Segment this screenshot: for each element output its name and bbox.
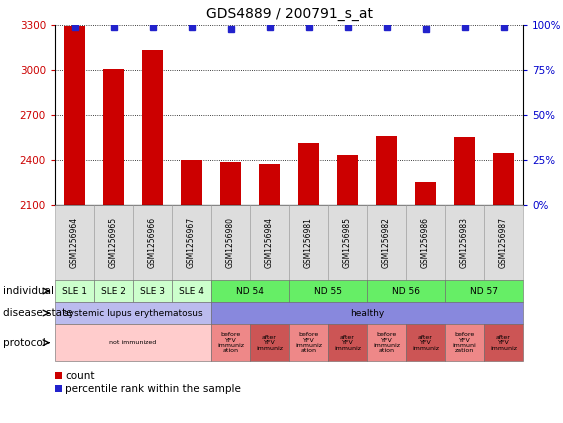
Bar	[133, 280, 172, 302]
Text: GSM1256981: GSM1256981	[304, 217, 313, 268]
Text: protocol: protocol	[3, 338, 46, 348]
Bar	[406, 205, 445, 280]
Bar	[367, 205, 406, 280]
Bar	[298, 143, 319, 205]
Bar	[337, 156, 358, 205]
Text: GSM1256980: GSM1256980	[226, 217, 235, 268]
Text: GSM1256966: GSM1256966	[148, 217, 157, 268]
Text: SLE 2: SLE 2	[101, 286, 126, 296]
Text: individual: individual	[3, 286, 54, 296]
Bar	[376, 136, 397, 205]
Text: after
YFV
immuniz: after YFV immuniz	[256, 335, 283, 351]
Bar	[484, 205, 523, 280]
Text: percentile rank within the sample: percentile rank within the sample	[65, 384, 241, 394]
Text: ND 55: ND 55	[314, 286, 342, 296]
Text: before
YFV
immuni
zation: before YFV immuni zation	[453, 332, 476, 353]
Bar	[142, 50, 163, 205]
Bar	[250, 205, 289, 280]
Bar	[133, 205, 172, 280]
Text: before
YFV
immuniz
ation: before YFV immuniz ation	[373, 332, 400, 353]
Text: SLE 4: SLE 4	[179, 286, 204, 296]
Bar	[367, 324, 406, 361]
Text: GSM1256985: GSM1256985	[343, 217, 352, 268]
Text: GSM1256987: GSM1256987	[499, 217, 508, 268]
Text: SLE 3: SLE 3	[140, 286, 165, 296]
Bar	[484, 324, 523, 361]
Bar	[259, 165, 280, 205]
Text: systemic lupus erythematosus: systemic lupus erythematosus	[64, 308, 202, 318]
Bar	[250, 324, 289, 361]
Bar	[55, 205, 94, 280]
Text: after
YFV
immuniz: after YFV immuniz	[334, 335, 361, 351]
Text: ND 54: ND 54	[236, 286, 264, 296]
Bar	[211, 302, 523, 324]
Text: ND 57: ND 57	[470, 286, 498, 296]
Text: GSM1256967: GSM1256967	[187, 217, 196, 268]
Text: before
YFV
immuniz
ation: before YFV immuniz ation	[295, 332, 322, 353]
Bar	[406, 324, 445, 361]
Bar	[103, 69, 124, 205]
Text: disease state: disease state	[3, 308, 73, 318]
Text: not immunized: not immunized	[109, 340, 157, 345]
Text: SLE 1: SLE 1	[62, 286, 87, 296]
Bar	[220, 162, 241, 205]
Bar	[367, 280, 445, 302]
Bar	[415, 182, 436, 205]
Bar	[181, 160, 202, 205]
Text: before
YFV
immuniz
ation: before YFV immuniz ation	[217, 332, 244, 353]
Bar	[211, 280, 289, 302]
Text: GSM1256964: GSM1256964	[70, 217, 79, 268]
Bar	[55, 302, 211, 324]
Bar	[493, 153, 514, 205]
Bar	[211, 324, 250, 361]
Bar	[55, 372, 62, 379]
Bar	[55, 280, 94, 302]
Text: GSM1256965: GSM1256965	[109, 217, 118, 268]
Bar	[55, 385, 62, 393]
Bar	[445, 324, 484, 361]
Bar	[211, 205, 250, 280]
Bar	[289, 324, 328, 361]
Text: GSM1256986: GSM1256986	[421, 217, 430, 268]
Text: count: count	[65, 371, 95, 381]
Bar	[328, 324, 367, 361]
Text: GSM1256983: GSM1256983	[460, 217, 469, 268]
Bar	[55, 324, 211, 361]
Title: GDS4889 / 200791_s_at: GDS4889 / 200791_s_at	[205, 7, 373, 21]
Bar	[454, 137, 475, 205]
Bar	[289, 280, 367, 302]
Bar	[445, 280, 523, 302]
Text: after
YFV
immuniz: after YFV immuniz	[490, 335, 517, 351]
Text: GSM1256984: GSM1256984	[265, 217, 274, 268]
Bar	[328, 205, 367, 280]
Bar	[94, 205, 133, 280]
Bar	[445, 205, 484, 280]
Text: ND 56: ND 56	[392, 286, 420, 296]
Bar	[172, 205, 211, 280]
Bar	[172, 280, 211, 302]
Text: healthy: healthy	[350, 308, 384, 318]
Bar	[289, 205, 328, 280]
Text: GSM1256982: GSM1256982	[382, 217, 391, 268]
Text: after
YFV
immuniz: after YFV immuniz	[412, 335, 439, 351]
Bar	[64, 27, 85, 205]
Bar	[94, 280, 133, 302]
